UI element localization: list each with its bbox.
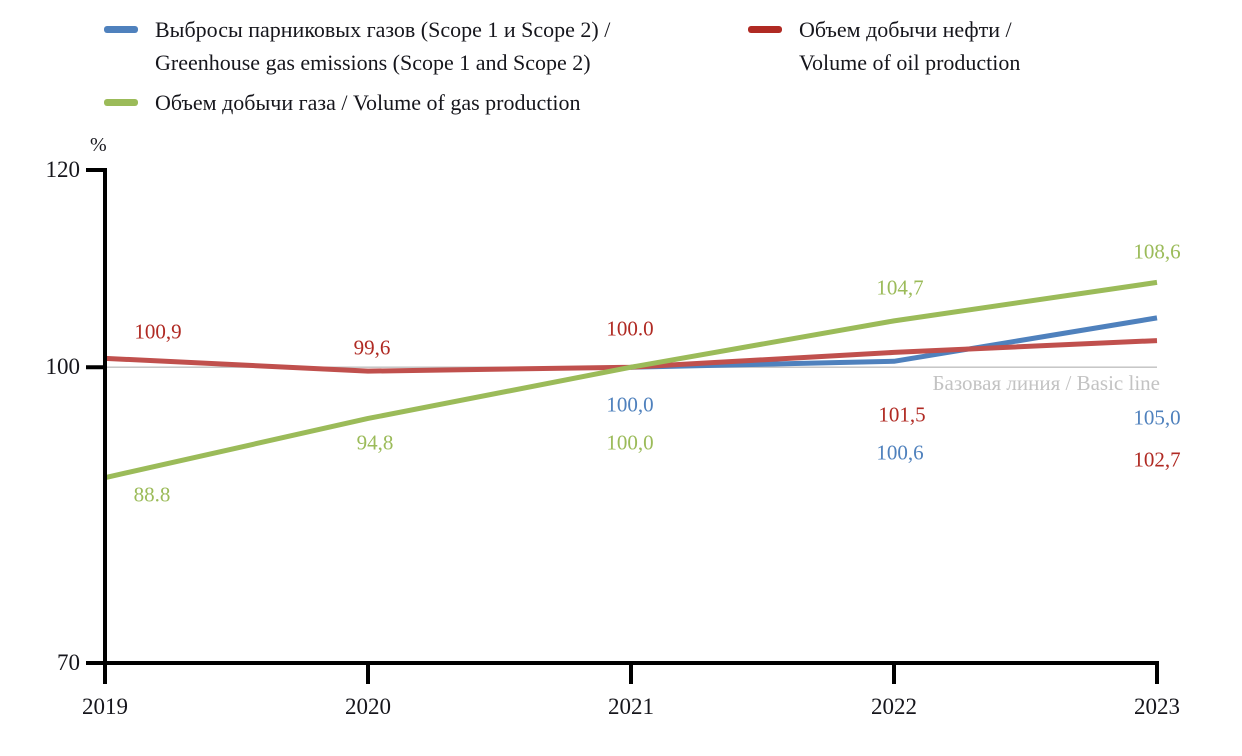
data-label-oil-2020: 99,6 [353, 335, 391, 360]
legend-item-emissions: Выбросы парниковых газов (Scope 1 и Scop… [104, 13, 610, 79]
data-label-gas-2020: 94,8 [356, 430, 394, 455]
baseline-label: Базовая линия / Basic line [932, 371, 1160, 395]
data-label-gas-2019: 88.8 [133, 482, 171, 507]
data-label-oil-2023: 102,7 [1133, 447, 1181, 472]
y-tick-label: 70 [57, 650, 80, 675]
data-label-emissions-2021: 100,0 [606, 392, 654, 417]
legend-label-oil-line2: Volume of oil production [799, 50, 1021, 75]
data-label-emissions-2022: 100,6 [876, 440, 924, 465]
data-label-oil-2021: 100.0 [606, 316, 654, 341]
legend-item-gas: Объем добычи газа / Volume of gas produc… [104, 86, 580, 119]
data-label-gas-2021: 100,0 [606, 430, 654, 455]
legend-swatch-emissions-icon [104, 26, 138, 33]
legend-swatch-gas-icon [104, 99, 138, 106]
x-tick-label: 2020 [345, 694, 391, 719]
emissions-line [630, 315, 1158, 370]
legend-label-gas-line1: Объем добычи газа / Volume of gas produc… [155, 90, 581, 115]
legend-label-gas: Объем добычи газа / Volume of gas produc… [155, 86, 580, 119]
y-tick-label: 100 [45, 354, 81, 380]
legend-label-emissions: Выбросы парниковых газов (Scope 1 и Scop… [155, 13, 610, 79]
legend-label-oil-line1: Объем добычи нефти / [799, 17, 1012, 42]
data-label-oil-2022: 101,5 [878, 402, 926, 427]
data-label-oil-2019: 100,9 [134, 319, 182, 344]
x-tick-label: 2019 [82, 694, 128, 719]
x-tick-label: 2022 [871, 694, 917, 719]
data-label-gas-2023: 108,6 [1133, 239, 1181, 264]
legend-item-oil: Объем добычи нефти / Volume of oil produ… [748, 13, 1020, 79]
data-label-emissions-2023: 105,0 [1133, 405, 1181, 430]
legend-swatch-oil-icon [748, 26, 782, 33]
legend-label-oil: Объем добычи нефти / Volume of oil produ… [799, 13, 1020, 79]
y-axis-unit-label: % [90, 134, 107, 156]
data-label-gas-2022: 104,7 [876, 275, 924, 300]
legend-label-emissions-line2: Greenhouse gas emissions (Scope 1 and Sc… [155, 50, 591, 75]
x-tick-label: 2021 [608, 694, 654, 719]
legend-label-emissions-line1: Выбросы парниковых газов (Scope 1 и Scop… [155, 17, 611, 42]
y-tick-label: 120 [45, 157, 81, 182]
x-tick-label: 2023 [1134, 694, 1180, 719]
gas-line [104, 279, 1158, 481]
